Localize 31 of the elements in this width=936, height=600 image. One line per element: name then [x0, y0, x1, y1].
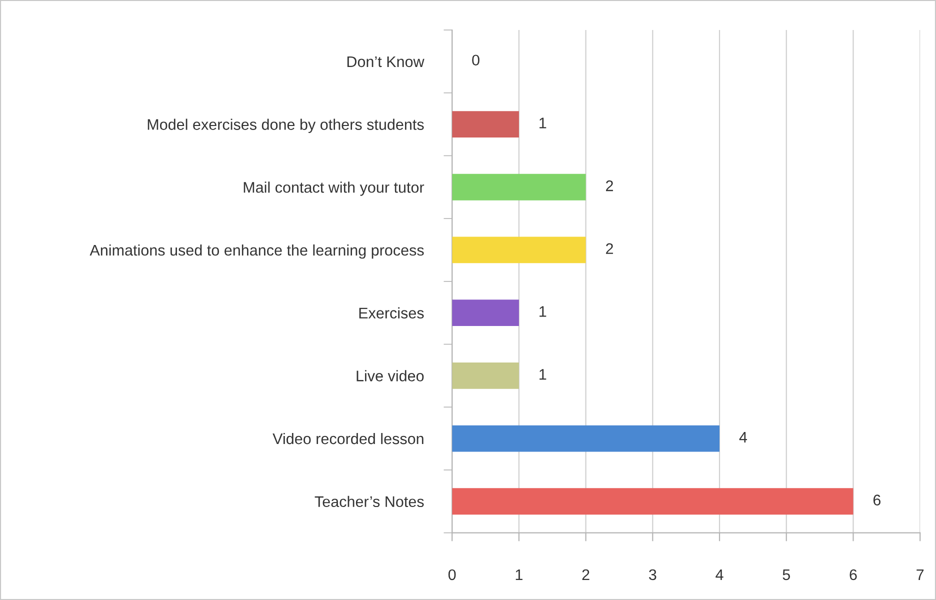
- y-tick-label: Don’t Know: [347, 56, 424, 68]
- x-tick-label: 7: [916, 569, 924, 580]
- x-tick-label: 5: [782, 569, 790, 580]
- x-tick-label: 4: [716, 569, 724, 580]
- y-tick-label: Model exercises done by others students: [148, 118, 424, 133]
- x-tick-label: 0: [448, 569, 456, 580]
- bar: [452, 425, 720, 452]
- y-tick-label: Video recorded lesson: [272, 432, 424, 444]
- bar: [452, 174, 586, 200]
- data-label: 4: [739, 432, 748, 442]
- data-label: 1: [540, 306, 546, 317]
- y-tick-label: Mail contact with your tutor: [244, 182, 424, 196]
- data-label: 1: [540, 369, 546, 380]
- x-tick-label: 1: [516, 569, 522, 580]
- x-tick-label: 2: [582, 569, 590, 580]
- bar: [452, 488, 854, 515]
- x-tick-label: 3: [648, 569, 656, 580]
- y-tick-label: Exercises: [359, 307, 424, 319]
- bar: [452, 362, 519, 389]
- x-tick-label: 6: [850, 569, 857, 580]
- data-label: 1: [540, 118, 546, 128]
- data-label: 6: [873, 494, 880, 506]
- data-label: 0: [472, 54, 480, 66]
- y-tick-label: Live video: [356, 370, 424, 382]
- bar: [452, 236, 586, 264]
- bar: [452, 111, 519, 138]
- y-tick-label: Animations used to enhance the learning process: [90, 244, 424, 259]
- bar: [452, 300, 519, 326]
- data-label: 2: [606, 180, 613, 192]
- y-tick-label: Teacher’s Notes: [314, 496, 424, 508]
- data-label: 2: [606, 243, 613, 254]
